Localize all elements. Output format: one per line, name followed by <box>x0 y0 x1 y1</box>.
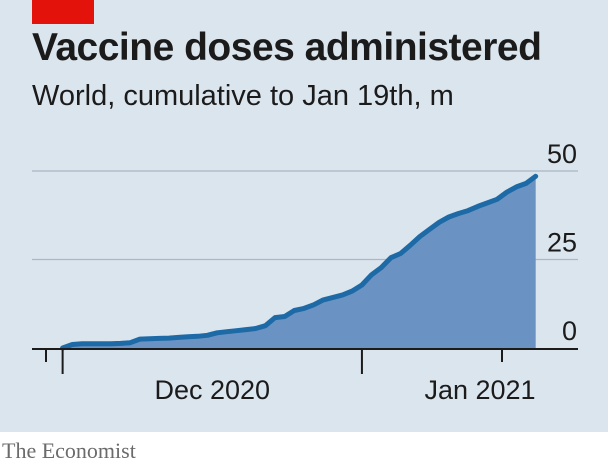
x-axis-ticks <box>45 349 503 374</box>
x-tick-label-1: Jan 2021 <box>424 375 535 405</box>
y-tick-label-0: 0 <box>562 316 577 346</box>
chart-title: Vaccine doses administered <box>32 26 542 69</box>
brand-red-tag <box>32 0 94 24</box>
cumulative-line <box>60 173 539 351</box>
cumulative-area <box>62 176 536 348</box>
footer-brand: The Economist <box>2 438 136 463</box>
chart-subtitle: World, cumulative to Jan 19th, m <box>32 80 454 112</box>
y-tick-label-25: 25 <box>547 228 577 258</box>
tick-labels: 0 25 50 Dec 2020 Jan 2021 <box>154 139 577 405</box>
y-tick-label-50: 50 <box>547 139 577 169</box>
chart-svg: 0 25 50 Dec 2020 Jan 2021 <box>32 139 578 405</box>
x-tick-label-0: Dec 2020 <box>154 375 270 405</box>
